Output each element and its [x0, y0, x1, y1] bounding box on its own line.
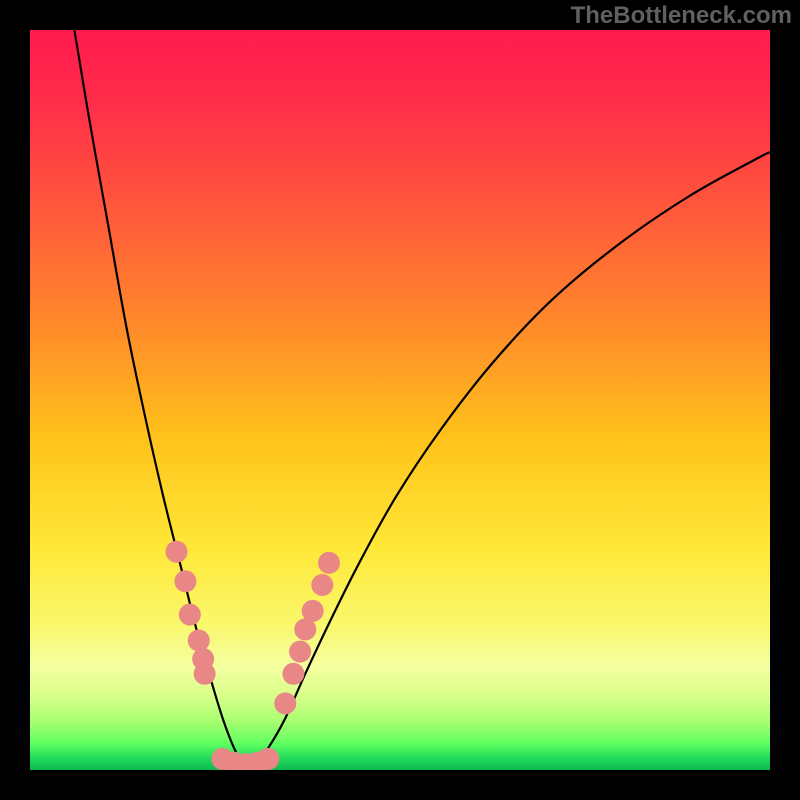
- datapoint-marker: [174, 570, 196, 592]
- watermark-label: TheBottleneck.com: [571, 2, 792, 30]
- bottleneck-curve-path: [74, 30, 770, 764]
- datapoint-marker: [289, 641, 311, 663]
- datapoint-marker: [282, 663, 304, 685]
- datapoint-marker: [311, 574, 333, 596]
- datapoint-marker: [318, 552, 340, 574]
- datapoint-marker: [179, 604, 201, 626]
- datapoint-marker: [302, 600, 324, 622]
- datapoint-marker: [188, 630, 210, 652]
- datapoint-marker: [194, 663, 216, 685]
- plot-area: [30, 30, 770, 770]
- bottleneck-curve-chart: [30, 30, 770, 770]
- datapoint-marker: [166, 541, 188, 563]
- datapoint-marker: [257, 748, 279, 770]
- datapoint-marker: [274, 692, 296, 714]
